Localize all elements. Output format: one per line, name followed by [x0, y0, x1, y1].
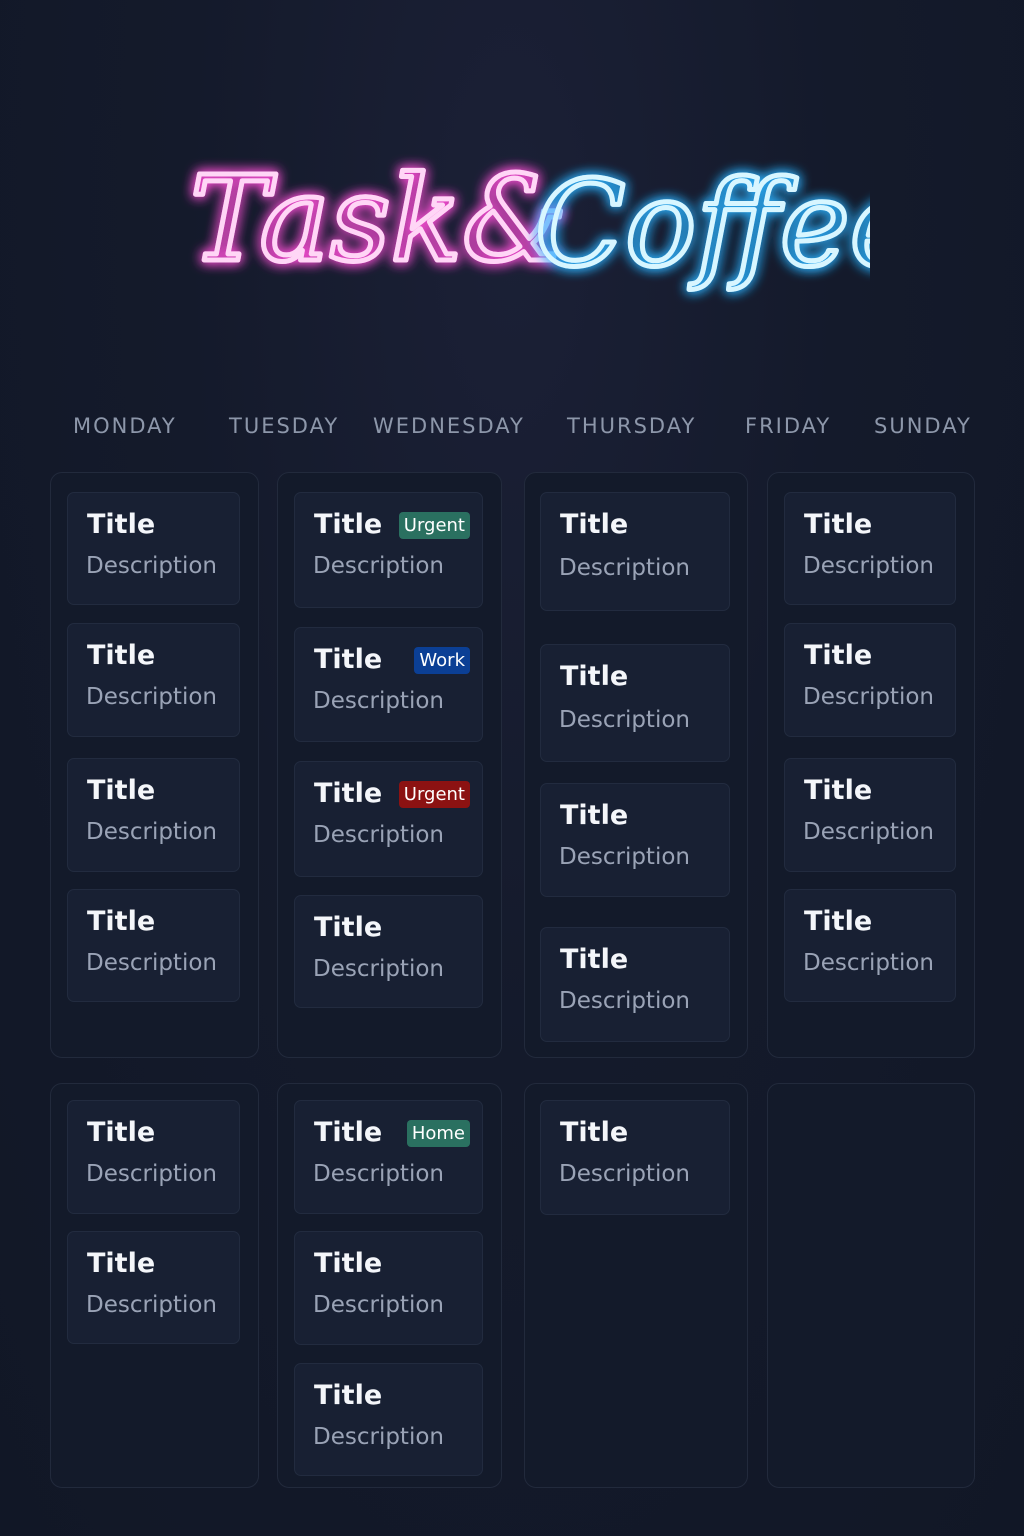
task-description: Description — [313, 553, 444, 579]
logo-task-core: Task& — [190, 150, 567, 288]
task-title: Title — [804, 906, 873, 937]
task-description: Description — [313, 822, 444, 848]
task-description: Description — [559, 988, 690, 1014]
task-description: Description — [86, 684, 217, 710]
task-description: Description — [86, 819, 217, 845]
task-card[interactable]: Title Description — [294, 1231, 483, 1345]
task-description: Description — [313, 1161, 444, 1187]
task-card[interactable]: Title Description — [784, 758, 956, 872]
task-description: Description — [86, 950, 217, 976]
task-description: Description — [86, 553, 217, 579]
task-title: Title — [314, 1117, 383, 1148]
task-title: Title — [314, 1248, 383, 1279]
day-column — [767, 1083, 975, 1488]
task-card[interactable]: Title Description — [67, 1231, 240, 1344]
task-card[interactable]: Title Description — [67, 1100, 240, 1214]
day-header-monday: MONDAY — [73, 414, 177, 438]
task-card[interactable]: Title Description — [540, 783, 730, 897]
task-title: Title — [560, 944, 629, 975]
day-header-sunday: SUNDAY — [874, 414, 972, 438]
task-description: Description — [313, 1424, 444, 1450]
task-tag-badge: Urgent — [398, 781, 470, 808]
task-title: Title — [314, 509, 383, 540]
task-card[interactable]: Title Description — [540, 492, 730, 611]
task-description: Description — [559, 844, 690, 870]
task-description: Description — [313, 1292, 444, 1318]
task-title: Title — [804, 509, 873, 540]
task-card[interactable]: Title Description — [67, 623, 240, 737]
task-description: Description — [559, 1161, 690, 1187]
day-header-wednesday: WEDNESDAY — [373, 414, 525, 438]
logo-coffee: Coffee — [535, 155, 870, 293]
task-card[interactable]: Title Description Urgent — [294, 761, 483, 877]
task-title: Title — [314, 644, 383, 675]
task-title: Title — [314, 1380, 383, 1411]
task-card[interactable]: Title Description — [540, 1100, 730, 1215]
task-title: Title — [560, 509, 629, 540]
task-description: Description — [559, 707, 690, 733]
task-tag-badge: Urgent — [398, 512, 470, 539]
task-card[interactable]: Title Description — [294, 1363, 483, 1476]
task-card[interactable]: Title Description — [67, 492, 240, 605]
task-title: Title — [560, 800, 629, 831]
task-description: Description — [313, 956, 444, 982]
task-card[interactable]: Title Description — [67, 758, 240, 872]
task-title: Title — [87, 509, 156, 540]
task-tag-badge: Work — [414, 647, 470, 674]
task-card[interactable]: Title Description Urgent — [294, 492, 483, 608]
task-card[interactable]: Title Description Home — [294, 1100, 483, 1214]
task-title: Title — [314, 778, 383, 809]
day-header-tuesday: TUESDAY — [229, 414, 340, 438]
task-description: Description — [803, 553, 934, 579]
task-card[interactable]: Title Description — [784, 889, 956, 1002]
task-tag-badge: Home — [406, 1120, 470, 1147]
task-description: Description — [803, 684, 934, 710]
task-title: Title — [87, 906, 156, 937]
task-title: Title — [87, 1117, 156, 1148]
task-card[interactable]: Title Description — [784, 623, 956, 737]
day-header-friday: FRIDAY — [745, 414, 832, 438]
app-logo: Task& Task& Coffee Coffee — [188, 148, 871, 296]
task-description: Description — [86, 1292, 217, 1318]
task-card[interactable]: Title Description — [540, 927, 730, 1042]
task-card[interactable]: Title Description — [540, 644, 730, 762]
task-title: Title — [560, 1117, 629, 1148]
task-description: Description — [313, 688, 444, 714]
task-description: Description — [86, 1161, 217, 1187]
day-header-thursday: THURSDAY — [567, 414, 697, 438]
logo-task: Task& — [190, 150, 567, 288]
task-title: Title — [87, 775, 156, 806]
task-card[interactable]: Title Description — [294, 895, 483, 1008]
task-card[interactable]: Title Description — [784, 492, 956, 605]
task-description: Description — [559, 555, 690, 581]
task-title: Title — [804, 775, 873, 806]
task-card[interactable]: Title Description Work — [294, 627, 483, 742]
task-title: Title — [87, 1248, 156, 1279]
task-description: Description — [803, 819, 934, 845]
task-title: Title — [314, 912, 383, 943]
task-card[interactable]: Title Description — [67, 889, 240, 1002]
logo-coffee-core: Coffee — [535, 155, 870, 293]
task-description: Description — [803, 950, 934, 976]
task-title: Title — [560, 661, 629, 692]
task-title: Title — [87, 640, 156, 671]
task-title: Title — [804, 640, 873, 671]
